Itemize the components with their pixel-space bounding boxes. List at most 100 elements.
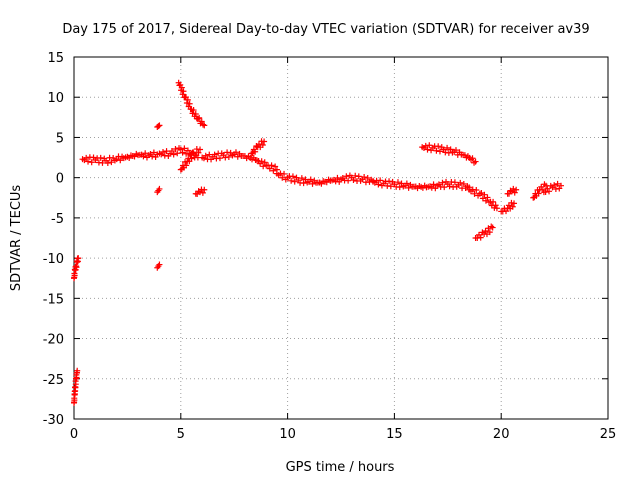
data-point: [433, 147, 440, 154]
y-tick-label: 0: [56, 172, 64, 187]
data-point: [538, 183, 545, 190]
chart-title: Day 175 of 2017, Sidereal Day-to-day VTE…: [62, 22, 589, 37]
data-point: [492, 202, 499, 209]
data-point: [216, 155, 223, 162]
data-point: [160, 149, 166, 156]
data-point: [260, 163, 267, 170]
data-point: [477, 234, 484, 241]
data-point: [482, 197, 489, 204]
data-point: [197, 146, 204, 153]
data-point: [424, 146, 431, 153]
data-point: [200, 121, 207, 128]
data-point: [174, 150, 181, 157]
data-point: [364, 174, 371, 181]
data-point: [490, 198, 497, 205]
data-point: [194, 115, 201, 122]
data-point: [156, 122, 163, 129]
data-point: [511, 200, 518, 207]
data-point: [97, 154, 104, 161]
data-point: [405, 184, 412, 191]
data-point: [489, 224, 496, 231]
data-point: [554, 180, 561, 187]
data-point: [266, 165, 273, 172]
data-point: [451, 179, 458, 186]
data-point: [558, 182, 565, 189]
data-point: [198, 118, 205, 125]
data-point: [201, 186, 208, 193]
data-point: [436, 148, 443, 155]
data-point: [343, 173, 350, 180]
data-point: [83, 154, 90, 161]
data-point: [117, 157, 124, 164]
data-point: [178, 84, 185, 91]
y-tick-label: 5: [56, 131, 64, 146]
data-point: [195, 149, 202, 156]
data-point: [108, 159, 115, 166]
data-point: [184, 96, 191, 103]
data-point: [172, 146, 179, 153]
data-point: [156, 261, 163, 268]
y-tick-label: -20: [43, 333, 64, 348]
data-point: [192, 111, 199, 117]
data-point: [192, 151, 199, 158]
data-point: [71, 397, 78, 404]
data-point: [469, 155, 476, 162]
x-tick-label: 20: [493, 427, 510, 442]
data-point: [471, 190, 478, 197]
data-point: [460, 181, 467, 188]
data-point: [435, 143, 442, 150]
data-point: [472, 158, 479, 165]
data-point: [258, 158, 265, 165]
data-point: [190, 107, 197, 114]
data-point: [551, 182, 558, 189]
data-point: [396, 184, 403, 191]
data-point: [486, 229, 493, 236]
data-point: [188, 155, 195, 162]
data-point: [99, 159, 106, 166]
data-point: [211, 151, 218, 158]
data-point: [196, 114, 203, 121]
x-tick-label: 10: [279, 427, 296, 442]
data-points: [71, 79, 565, 406]
data-point: [104, 159, 111, 166]
data-point: [426, 142, 433, 149]
data-point: [345, 177, 352, 184]
data-point: [206, 151, 213, 158]
data-point: [298, 175, 305, 182]
data-point: [199, 189, 206, 196]
data-point: [300, 180, 307, 187]
data-point: [484, 194, 491, 201]
data-point: [352, 172, 359, 179]
data-point: [281, 170, 288, 177]
data-point: [355, 173, 362, 180]
y-tick-labels: 15 10 5 0 -5 -10 -15 -20 -25 -30: [43, 51, 64, 428]
data-point: [73, 264, 80, 271]
axis-ticks: [73, 56, 609, 420]
grid-lines: [74, 57, 608, 419]
data-point: [403, 180, 410, 187]
data-point: [309, 180, 316, 187]
data-point: [71, 272, 78, 279]
data-point: [479, 195, 486, 202]
data-point: [334, 174, 341, 181]
data-point: [140, 153, 147, 160]
data-point: [387, 183, 394, 190]
data-point: [509, 203, 516, 210]
data-point: [72, 381, 79, 388]
y-tick-label: 15: [47, 51, 64, 66]
data-point: [74, 367, 81, 374]
y-axis-label: SDTVAR / TECUs: [9, 185, 24, 292]
data-point: [259, 142, 266, 149]
data-point: [493, 205, 500, 212]
data-point: [150, 149, 157, 156]
plot-frame: [73, 56, 609, 420]
data-point: [288, 177, 295, 184]
data-point: [510, 185, 517, 192]
data-point: [394, 179, 401, 186]
data-point: [177, 146, 184, 153]
data-point: [155, 123, 162, 130]
data-point: [473, 187, 480, 194]
y-tick-label: -25: [43, 373, 64, 388]
data-point: [232, 149, 239, 156]
